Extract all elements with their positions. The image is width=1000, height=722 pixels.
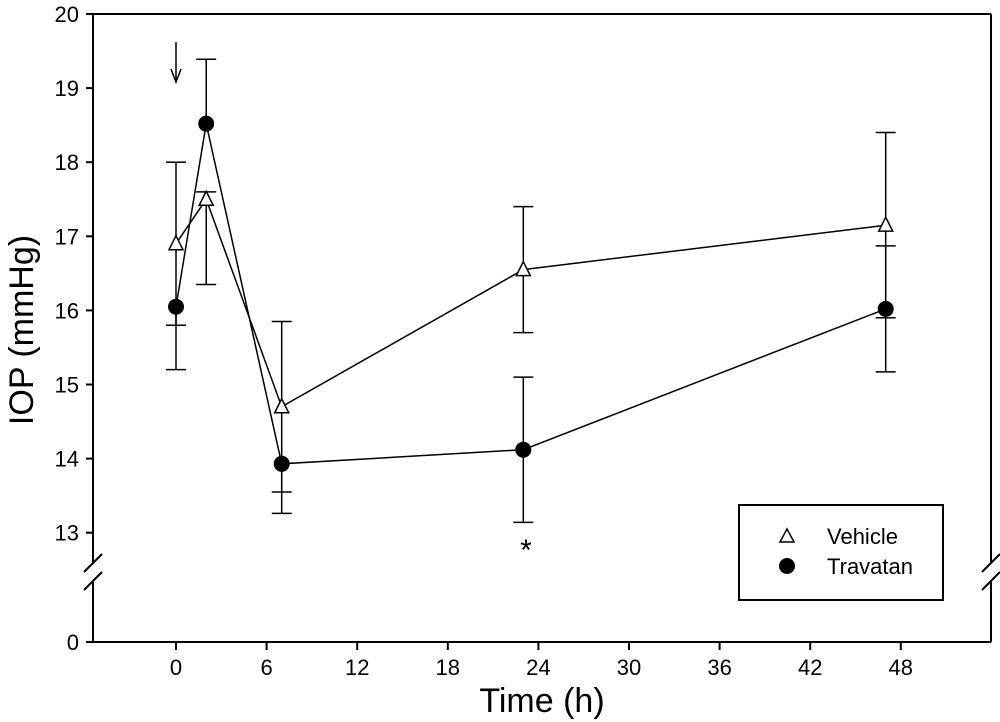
x-tick-label: 12 xyxy=(345,655,369,680)
y-tick-label: 15 xyxy=(55,373,79,398)
y-tick-label: 14 xyxy=(55,447,79,472)
x-tick-label: 48 xyxy=(889,655,913,680)
y-axis-title: IOP (mmHg) xyxy=(3,235,41,425)
legend-vehicle-label: Vehicle xyxy=(827,524,898,549)
x-tick-label: 6 xyxy=(260,655,272,680)
travatan-point xyxy=(168,298,184,315)
legend-vehicle-marker xyxy=(778,527,796,543)
axis-break-mark-left-2 xyxy=(83,571,103,591)
y-tick-label: 16 xyxy=(55,298,79,323)
y-tick-label: 20 xyxy=(55,2,79,27)
travatan-point xyxy=(877,300,894,317)
vehicle-point xyxy=(273,397,290,414)
legend-box xyxy=(738,504,944,601)
y-tick-label: 19 xyxy=(55,76,79,101)
travatan-point xyxy=(515,441,532,458)
y-tick-label: 18 xyxy=(55,150,79,175)
x-tick-label: 18 xyxy=(436,655,460,680)
significance-asterisk: * xyxy=(520,534,532,567)
x-tick-label: 30 xyxy=(617,655,641,680)
y-tick-label: 0 xyxy=(67,630,79,655)
legend-travatan-label: Travatan xyxy=(827,554,913,579)
axis-break-mark-right-1 xyxy=(981,553,1000,573)
axis-break-mark-right-2 xyxy=(981,571,1000,591)
y-axis-ticks: 0 13 14 15 16 17 18 19 20 xyxy=(55,2,93,655)
y-tick-label: 17 xyxy=(55,224,79,249)
x-tick-label: 0 xyxy=(170,655,182,680)
legend: Vehicle Travatan xyxy=(738,504,944,601)
x-axis-title: Time (h) xyxy=(479,682,604,720)
dose-arrow-head xyxy=(170,68,182,85)
vehicle-point xyxy=(167,234,185,251)
axis-break-mark-left-1 xyxy=(83,553,103,573)
x-tick-label: 36 xyxy=(707,655,731,680)
vehicle-point xyxy=(197,189,215,206)
plot-frame xyxy=(83,13,1000,643)
data-series xyxy=(166,58,896,524)
dose-arrow xyxy=(170,42,182,85)
x-tick-label: 24 xyxy=(526,655,550,680)
travatan-point xyxy=(198,115,215,132)
legend-travatan-marker xyxy=(779,558,795,574)
x-tick-label: 42 xyxy=(798,655,822,680)
vehicle-point xyxy=(877,215,894,232)
vehicle-point xyxy=(515,259,532,277)
travatan-point xyxy=(273,455,290,472)
vehicle-line xyxy=(175,197,886,408)
x-axis-ticks: 0 6 12 18 24 30 36 42 48 xyxy=(170,642,913,680)
y-tick-label: 13 xyxy=(55,521,79,546)
